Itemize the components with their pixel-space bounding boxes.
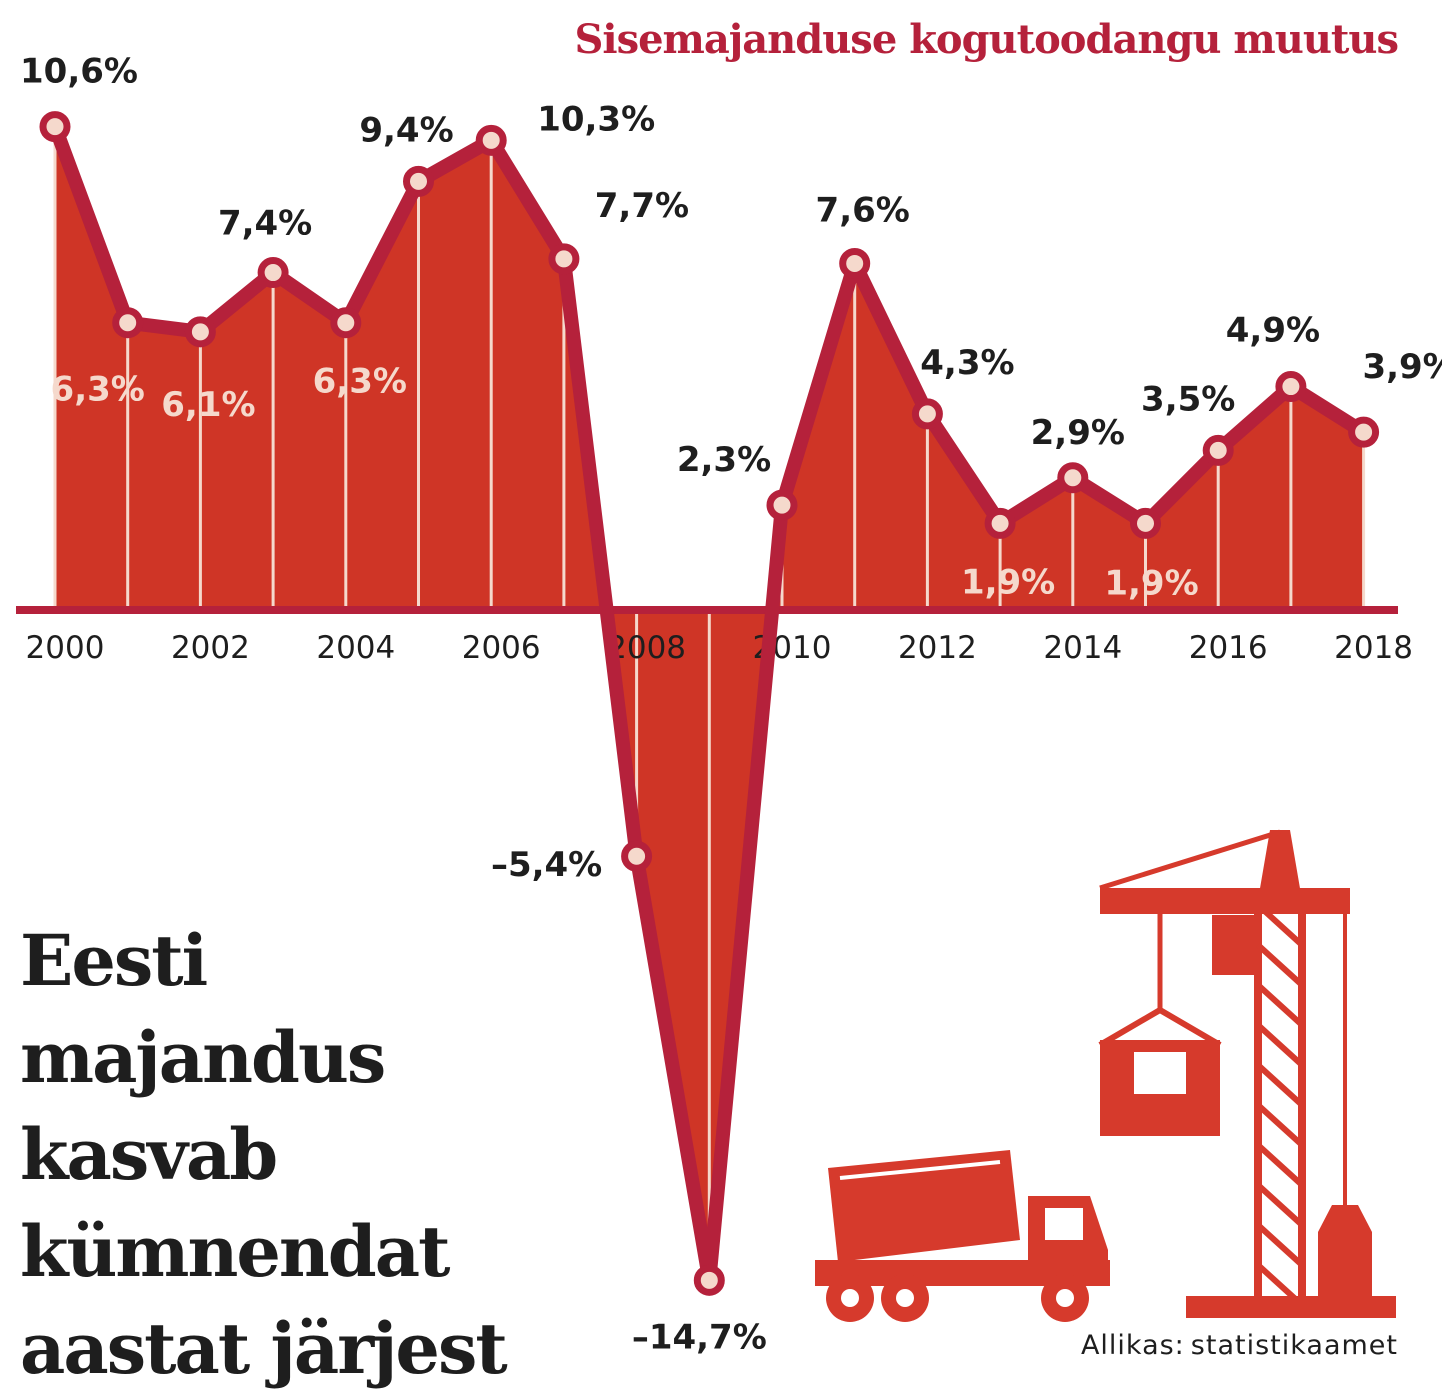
x-tick-labels: 2000 2002 2004 2006 2008 2010 2012 2014 2016 2018 <box>26 630 1414 666</box>
mast-brace <box>1255 982 1305 1028</box>
data-point <box>1348 416 1380 448</box>
data-point <box>839 247 871 279</box>
data-label: 4,3% <box>920 343 1014 383</box>
crane-cabin <box>1212 915 1256 975</box>
data-label: 7,6% <box>816 190 910 230</box>
x-tick-label: 2014 <box>1043 630 1122 666</box>
data-point <box>1275 371 1307 403</box>
data-label: 10,3% <box>537 99 655 139</box>
x-tick-label: 2000 <box>26 630 105 666</box>
data-point <box>984 507 1016 539</box>
jib-tie <box>1099 829 1281 891</box>
data-label: 6,3% <box>313 362 407 402</box>
wheel-hub <box>1056 1289 1074 1307</box>
headline-line-1: Eesti <box>20 919 208 1002</box>
data-markers <box>39 111 1380 1296</box>
x-tick-label: 2002 <box>171 630 250 666</box>
data-point <box>621 840 653 872</box>
load-sling <box>1098 1006 1222 1048</box>
x-tick-label: 2008 <box>607 630 686 666</box>
crane-base <box>1186 1296 1396 1318</box>
mast-brace <box>1255 1182 1305 1228</box>
data-point <box>1202 434 1234 466</box>
data-label: 1,9% <box>1104 563 1198 603</box>
counterweight <box>1318 1205 1372 1300</box>
data-label: 3,5% <box>1141 379 1235 419</box>
wheel-hub <box>896 1289 914 1307</box>
wheel-hub <box>841 1289 859 1307</box>
headline-line-5: aastat järjest <box>20 1307 508 1390</box>
data-label: 9,4% <box>359 110 453 150</box>
headline-line-2: majandus <box>20 1016 386 1099</box>
x-tick-label: 2018 <box>1334 630 1413 666</box>
data-point <box>1057 462 1089 494</box>
mast-brace <box>1255 942 1305 988</box>
mast-brace <box>1255 1022 1305 1068</box>
data-point <box>184 316 216 348</box>
mast-brace <box>1255 1102 1305 1148</box>
data-point <box>475 124 507 156</box>
headline-line-3: kasvab <box>20 1113 278 1196</box>
mixer-drum <box>828 1150 1020 1262</box>
mixer-stripe <box>839 1160 1001 1180</box>
headline-line-4: kümnendat <box>20 1210 450 1293</box>
data-label: 2,9% <box>1031 413 1125 453</box>
source-label: Allikas: <box>1080 1330 1185 1361</box>
data-point <box>112 307 144 339</box>
load-window <box>1134 1052 1186 1094</box>
data-point <box>330 307 362 339</box>
drop-lines <box>53 126 1366 1281</box>
crane-jib <box>1100 888 1350 914</box>
data-point <box>403 165 434 197</box>
mast-brace <box>1255 1142 1305 1188</box>
data-point <box>766 489 798 521</box>
crane-top <box>1258 830 1302 900</box>
data-label: –5,4% <box>491 845 602 885</box>
x-tick-label: 2004 <box>316 630 395 666</box>
data-label: 4,9% <box>1226 311 1320 351</box>
data-label: 7,4% <box>218 204 312 244</box>
data-point <box>693 1264 725 1296</box>
source-value: statistikaamet <box>1190 1330 1398 1361</box>
source-note: Allikas: statistikaamet <box>1081 1330 1398 1361</box>
data-point <box>548 243 580 275</box>
data-label: 6,1% <box>161 385 255 425</box>
data-label: 6,3% <box>51 370 145 410</box>
value-labels: 10,6% 6,3% 6,1% 7,4% 6,3% 9,4% 10,3% 7,7% –5,4% –… <box>20 52 1442 1358</box>
data-label: 2,3% <box>677 440 771 480</box>
data-label: 10,6% <box>20 52 138 92</box>
data-label: 7,7% <box>595 186 689 226</box>
tower-crane-icon <box>1098 829 1396 1318</box>
data-point <box>911 398 943 430</box>
mast-brace <box>1255 1222 1305 1268</box>
data-point <box>39 111 71 143</box>
illustrations <box>815 829 1396 1322</box>
data-label: 3,9% <box>1362 347 1442 387</box>
headline: Eesti majandus kasvab kümnendat aastat j… <box>20 912 540 1397</box>
x-tick-label: 2012 <box>898 630 977 666</box>
cab-window <box>1045 1208 1083 1240</box>
data-point <box>257 257 289 289</box>
concrete-mixer-truck-icon <box>815 1150 1110 1322</box>
chart-title: Sisemajanduse kogutoodangu muutus <box>574 16 1399 63</box>
data-label: –14,7% <box>632 1317 767 1357</box>
data-label: 1,9% <box>961 562 1055 602</box>
mast-brace <box>1255 1062 1305 1108</box>
x-tick-label: 2006 <box>462 630 541 666</box>
x-tick-label: 2016 <box>1189 630 1268 666</box>
data-point <box>1130 507 1161 539</box>
